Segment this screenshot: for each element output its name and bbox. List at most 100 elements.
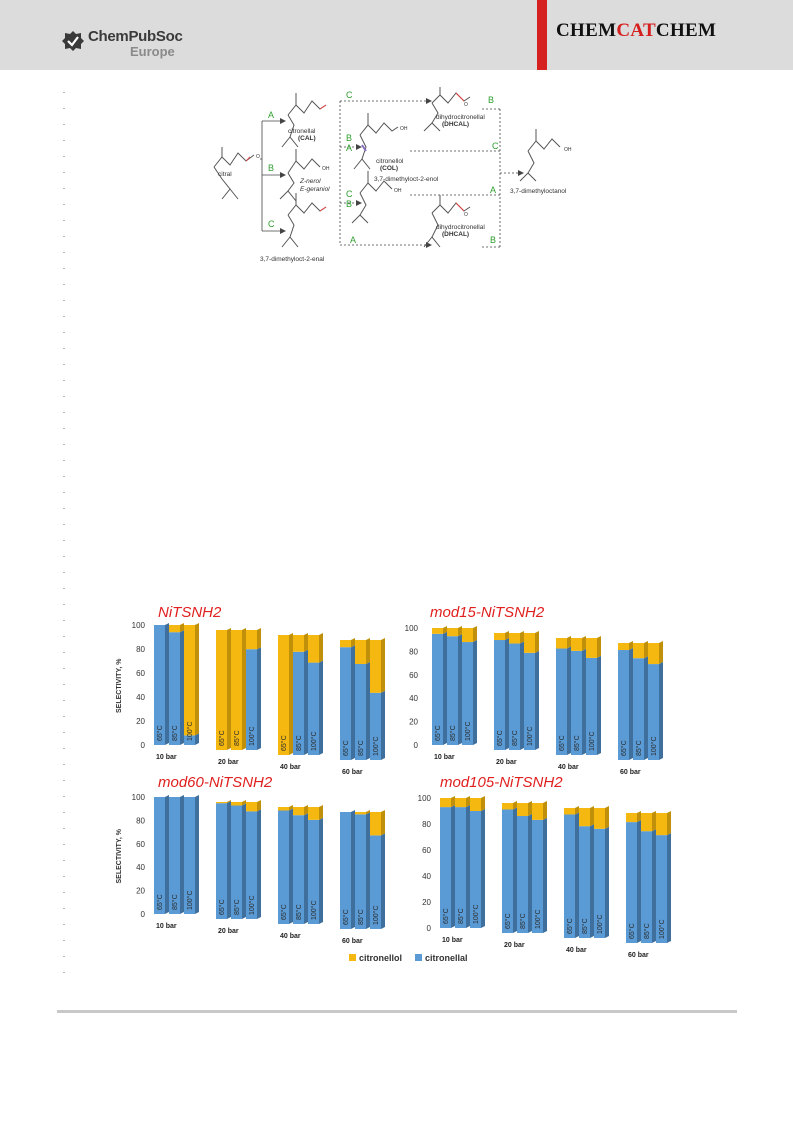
bar-side — [590, 824, 594, 938]
bar-citronellol — [355, 640, 366, 664]
bar-citronellol — [293, 807, 304, 816]
bar-citronellol — [308, 635, 319, 663]
y-tick-label: 80 — [136, 816, 145, 825]
bar-temp-label: 65°C — [496, 730, 504, 746]
bar-citronellal — [355, 664, 366, 760]
journal-accent-bar — [537, 0, 547, 70]
bar-side — [195, 623, 199, 736]
y-tick-label: 100 — [405, 624, 419, 633]
bar-side — [451, 805, 455, 928]
bar-temp-label: 100°C — [464, 721, 472, 741]
chart-legend: citronellol citronellal — [349, 953, 468, 963]
chart-panel-4: mod105-NiTSNH2 0 20 40 60 80 100 65°C 85°C 100°C 1… — [418, 774, 671, 959]
bar-temp-label: 65°C — [620, 740, 628, 756]
bar-citronellal — [308, 819, 319, 924]
bar-temp-label: 85°C — [449, 725, 457, 741]
bar-side — [473, 640, 477, 745]
label-oxygen: O — [464, 212, 468, 218]
bar-side — [582, 648, 586, 755]
label-geraniol: E-geraniol — [300, 186, 330, 193]
line-number-mark — [63, 188, 65, 189]
bar-citronellal — [308, 662, 319, 755]
journal-title-part: CAT — [616, 20, 656, 41]
bar-side — [535, 631, 539, 653]
bar-side — [629, 641, 633, 651]
journal-title: CHEMCATCHEM — [556, 20, 716, 42]
bar-citronellol — [184, 625, 195, 736]
bar-citronellol — [524, 633, 535, 653]
chart-panel-1: NiTSNH2 SELECTIVITY, % 0 20 40 60 80 100 65°C 85°… — [116, 604, 385, 776]
bar-temp-label: 85°C — [457, 908, 465, 924]
bar-side — [652, 811, 656, 832]
route-label: A — [268, 110, 274, 120]
bar-side — [304, 813, 308, 924]
bar-side — [351, 638, 355, 648]
label-enal: 3,7-dimethyloct-2-enal — [260, 256, 325, 263]
line-number-mark — [63, 572, 65, 573]
bar-side — [567, 646, 571, 755]
bar-side — [289, 633, 293, 755]
bar-citronellal — [509, 643, 520, 750]
bar-side — [195, 795, 199, 914]
y-tick-label: 60 — [136, 840, 145, 849]
line-number-mark — [63, 796, 65, 797]
bar-temp-label: 100°C — [596, 914, 604, 934]
label-dhcal-abbr: (DHCAL) — [442, 121, 469, 128]
bar-citronellal — [594, 828, 605, 938]
bar-citronellal — [169, 797, 180, 914]
line-number-mark — [63, 92, 65, 93]
bar-citronellal — [216, 803, 227, 919]
label-oxygen: O — [464, 102, 468, 108]
selectivity-charts: NiTSNH2 SELECTIVITY, % 0 20 40 60 80 100 65°C 85°… — [116, 604, 671, 963]
line-number-mark — [63, 540, 65, 541]
chempubsoc-badge-icon — [62, 31, 84, 51]
line-number-mark — [63, 828, 65, 829]
label-final: 3,7-dimethyloctanol — [510, 188, 567, 195]
bar-citronellol — [246, 802, 257, 812]
bar-temp-label: 85°C — [233, 730, 241, 746]
bar-temp-label: 65°C — [218, 899, 226, 915]
route-label: A — [350, 235, 356, 245]
chart-title: mod15-NiTSNH2 — [430, 604, 545, 621]
bar-temp-label: 65°C — [218, 730, 226, 746]
bar-citronellol — [278, 635, 289, 755]
bar-temp-label: 85°C — [643, 923, 651, 939]
group-label: 10 bar — [156, 923, 177, 930]
y-tick-label: 40 — [422, 872, 431, 881]
bar-side — [227, 628, 231, 750]
line-number-mark — [63, 172, 65, 173]
bar-citronellol — [470, 798, 481, 811]
scheme-arrowheads — [280, 98, 524, 248]
bar-side — [528, 814, 532, 933]
bar-citronellal — [455, 807, 466, 928]
bar-temp-label: 100°C — [310, 731, 318, 751]
bar-side — [366, 662, 370, 760]
bar-side — [667, 811, 671, 836]
bar-citronellol — [440, 798, 451, 808]
bar-citronellal — [656, 835, 667, 943]
bar-side — [381, 810, 385, 836]
bar-citronellal — [340, 647, 351, 760]
bar-side — [652, 829, 656, 943]
line-number-mark — [63, 236, 65, 237]
bar-citronellal — [440, 807, 451, 928]
line-number-mark — [63, 460, 65, 461]
bar-temp-label: 85°C — [635, 740, 643, 756]
y-tick-label: 0 — [141, 741, 146, 750]
bar-citronellol — [618, 643, 629, 651]
bar-citronellol — [340, 640, 351, 648]
bar-citronellol — [517, 803, 528, 816]
bar-side — [289, 805, 293, 811]
bar-side — [165, 795, 169, 914]
bar-citronellol — [509, 633, 520, 644]
y-tick-label: 20 — [136, 717, 145, 726]
y-tick-label: 100 — [132, 621, 146, 630]
bar-temp-label: 65°C — [342, 909, 350, 925]
bar-temp-label: 65°C — [628, 923, 636, 939]
bar-temp-label: 85°C — [357, 740, 365, 756]
route-label: B — [490, 235, 496, 245]
bar-side — [528, 801, 532, 816]
journal-title-part: CHEM — [556, 20, 617, 41]
bar-side — [366, 812, 370, 929]
bar-citronellal — [169, 632, 180, 745]
